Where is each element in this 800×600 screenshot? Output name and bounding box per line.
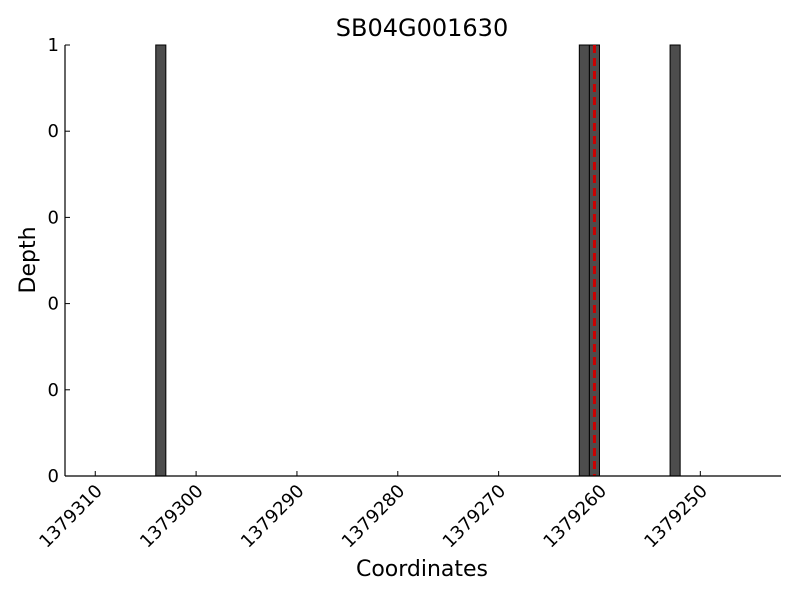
bar: [155, 44, 167, 477]
x-tick-label: 1379280: [338, 481, 410, 553]
y-tick-label: 0: [48, 207, 59, 228]
x-tick-label: 1379310: [35, 481, 107, 553]
bar: [669, 44, 681, 477]
y-axis-label: Depth: [16, 226, 41, 293]
x-tick-label: 1379270: [439, 481, 511, 553]
bar: [578, 44, 590, 477]
y-tick-label: 0: [48, 380, 59, 401]
y-tick-label: 0: [48, 294, 59, 315]
x-tick-label: 1379260: [539, 481, 611, 553]
x-tick-label: 1379250: [640, 481, 712, 553]
chart-title: SB04G001630: [336, 14, 508, 42]
x-tick-label: 1379300: [136, 481, 208, 553]
y-tick-label: 0: [48, 121, 59, 142]
x-tick-label: 1379290: [237, 481, 309, 553]
y-tick-label: 1: [48, 35, 59, 56]
y-tick-label: 0: [48, 466, 59, 487]
x-axis-label: Coordinates: [356, 557, 488, 582]
